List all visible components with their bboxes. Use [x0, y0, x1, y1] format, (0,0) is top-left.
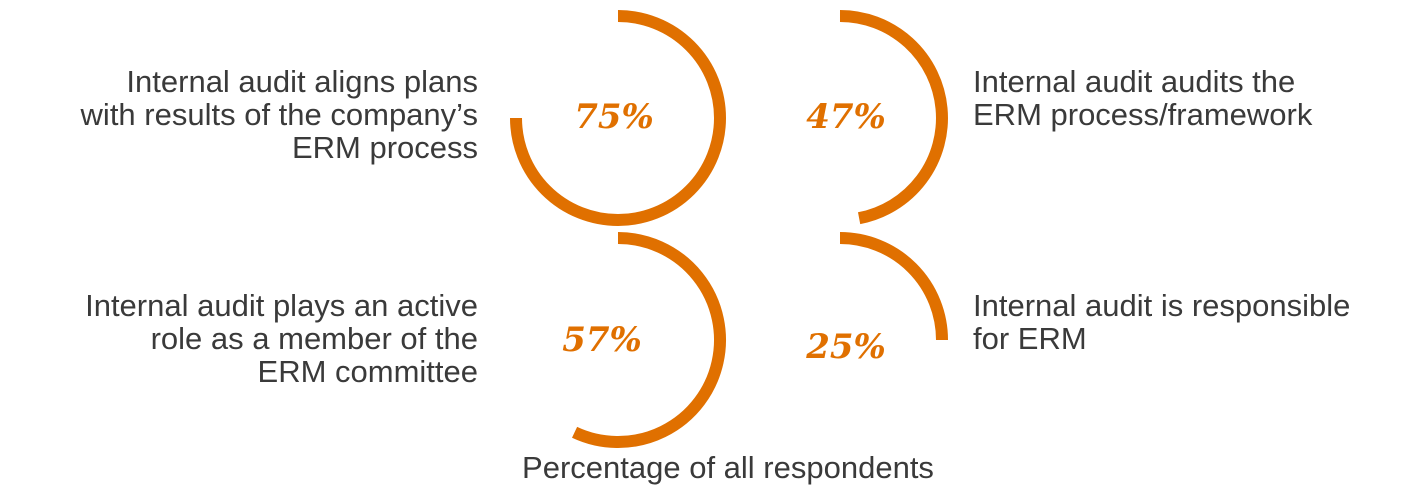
description-line: with results of the company’s [80, 97, 478, 132]
arc-2 [839, 10, 948, 225]
description-line: ERM committee [258, 354, 478, 389]
value-label-4: 25% [805, 327, 886, 367]
description-label-1: Internal audit aligns plans with results … [80, 64, 478, 165]
description-line: ERM process [292, 130, 478, 165]
description-line: Internal audit is responsible [973, 288, 1350, 323]
value-label-2: 47% [806, 97, 886, 137]
description-label-2: Internal audit audits the ERM process/fra… [973, 64, 1313, 132]
value-label-1: 75% [574, 97, 654, 137]
chart-caption: Percentage of all respondents [522, 450, 934, 485]
arc-3 [572, 232, 726, 448]
value-labels-group: 75% 47% 57% 25% [562, 97, 886, 367]
description-line: for ERM [973, 321, 1087, 356]
description-label-3: Internal audit plays an active role as a … [85, 288, 478, 389]
value-label-3: 57% [562, 320, 642, 360]
description-line: role as a member of the [151, 321, 478, 356]
description-label-4: Internal audit is responsible for ERM [973, 288, 1350, 356]
arc-1 [510, 10, 726, 226]
arcs-group [510, 10, 948, 448]
description-line: Internal audit aligns plans [126, 64, 478, 99]
description-line: Internal audit plays an active [85, 288, 478, 323]
description-line: Internal audit audits the [973, 64, 1295, 99]
description-line: ERM process/framework [973, 97, 1313, 132]
description-labels-group: Internal audit aligns plans with results … [80, 64, 1351, 389]
arc-4 [839, 232, 948, 341]
